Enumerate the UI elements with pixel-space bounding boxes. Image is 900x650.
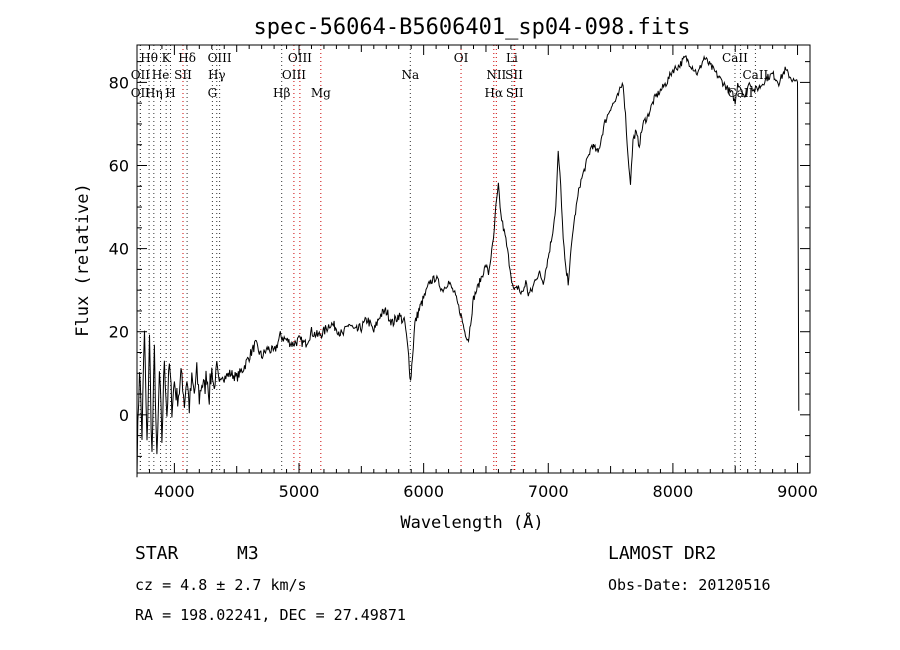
x-tick-label: 6000 bbox=[403, 482, 444, 501]
x-tick-label: 7000 bbox=[528, 482, 569, 501]
spectral-line-label: OI bbox=[454, 51, 469, 65]
spectral-line-label: SII bbox=[506, 86, 524, 100]
observation-date: Obs-Date: 20120516 bbox=[608, 576, 771, 594]
spectral-line-label: Li bbox=[506, 51, 518, 65]
y-axis-label: Flux (relative) bbox=[73, 183, 93, 337]
x-tick-label: 8000 bbox=[653, 482, 694, 501]
spectral-line-label: CaII bbox=[742, 68, 768, 82]
coordinates: RA = 198.02241, DEC = 27.49871 bbox=[135, 606, 406, 624]
x-tick-label: 9000 bbox=[777, 482, 818, 501]
spectral-line-label: Na bbox=[401, 68, 419, 82]
object-subclass: M3 bbox=[237, 543, 259, 564]
spectral-line-label: SII bbox=[505, 68, 523, 82]
spectral-line-label: Hα bbox=[485, 86, 504, 100]
spectral-lines-layer bbox=[139, 45, 756, 473]
survey-name: LAMOST DR2 bbox=[608, 543, 716, 564]
x-tick-label: 4000 bbox=[154, 482, 195, 501]
x-axis-label: Wavelength (Å) bbox=[400, 511, 543, 533]
y-tick-label: 80 bbox=[109, 73, 129, 92]
spectral-line-label: H bbox=[165, 86, 175, 100]
plot-frame bbox=[136, 44, 811, 474]
object-class: STAR bbox=[135, 543, 179, 564]
spectral-line-label: Mg bbox=[311, 86, 331, 100]
y-tick-label: 60 bbox=[109, 157, 129, 176]
spectral-line-labels: Hθ K Hδ OIII OIII OI Li CaII OII He SII Hγ OIII Na NII… bbox=[131, 51, 769, 100]
spectral-line-label: NII bbox=[486, 68, 506, 82]
spectrum-series-line bbox=[136, 54, 800, 478]
redshift-value: cz = 4.8 ± 2.7 km/s bbox=[135, 576, 307, 594]
spectral-line-label: OIII bbox=[208, 51, 232, 65]
spectral-line-label: OIII bbox=[282, 68, 306, 82]
y-tick-label: 0 bbox=[119, 406, 129, 425]
spectral-line-label: OIII bbox=[288, 51, 312, 65]
spectral-line-label: K bbox=[162, 51, 172, 65]
x-axis-ticks: 4000 5000 6000 7000 8000 9000 bbox=[148, 45, 818, 501]
spectral-line-label: He bbox=[152, 68, 170, 82]
spectral-line-label: OII bbox=[131, 86, 151, 100]
y-tick-label: 40 bbox=[109, 240, 129, 259]
chart-title: spec-56064-B5606401_sp04-098.fits bbox=[253, 15, 690, 40]
y-tick-label: 20 bbox=[109, 323, 129, 342]
spectral-line-label: Hδ bbox=[178, 51, 196, 65]
spectral-line-label: SII bbox=[174, 68, 192, 82]
spectral-line-label: G bbox=[208, 86, 218, 100]
spectral-line-label: OII bbox=[131, 68, 151, 82]
x-tick-label: 5000 bbox=[279, 482, 320, 501]
spectral-line-label: Hβ bbox=[273, 86, 290, 100]
y-axis-ticks: 0 20 40 60 80 bbox=[109, 61, 810, 457]
spectral-line-label: CaII bbox=[722, 51, 748, 65]
spectral-line-label: Hθ bbox=[140, 51, 158, 65]
spectral-line-label: Hγ bbox=[208, 68, 226, 82]
spectral-line-label: Hη bbox=[145, 86, 163, 100]
